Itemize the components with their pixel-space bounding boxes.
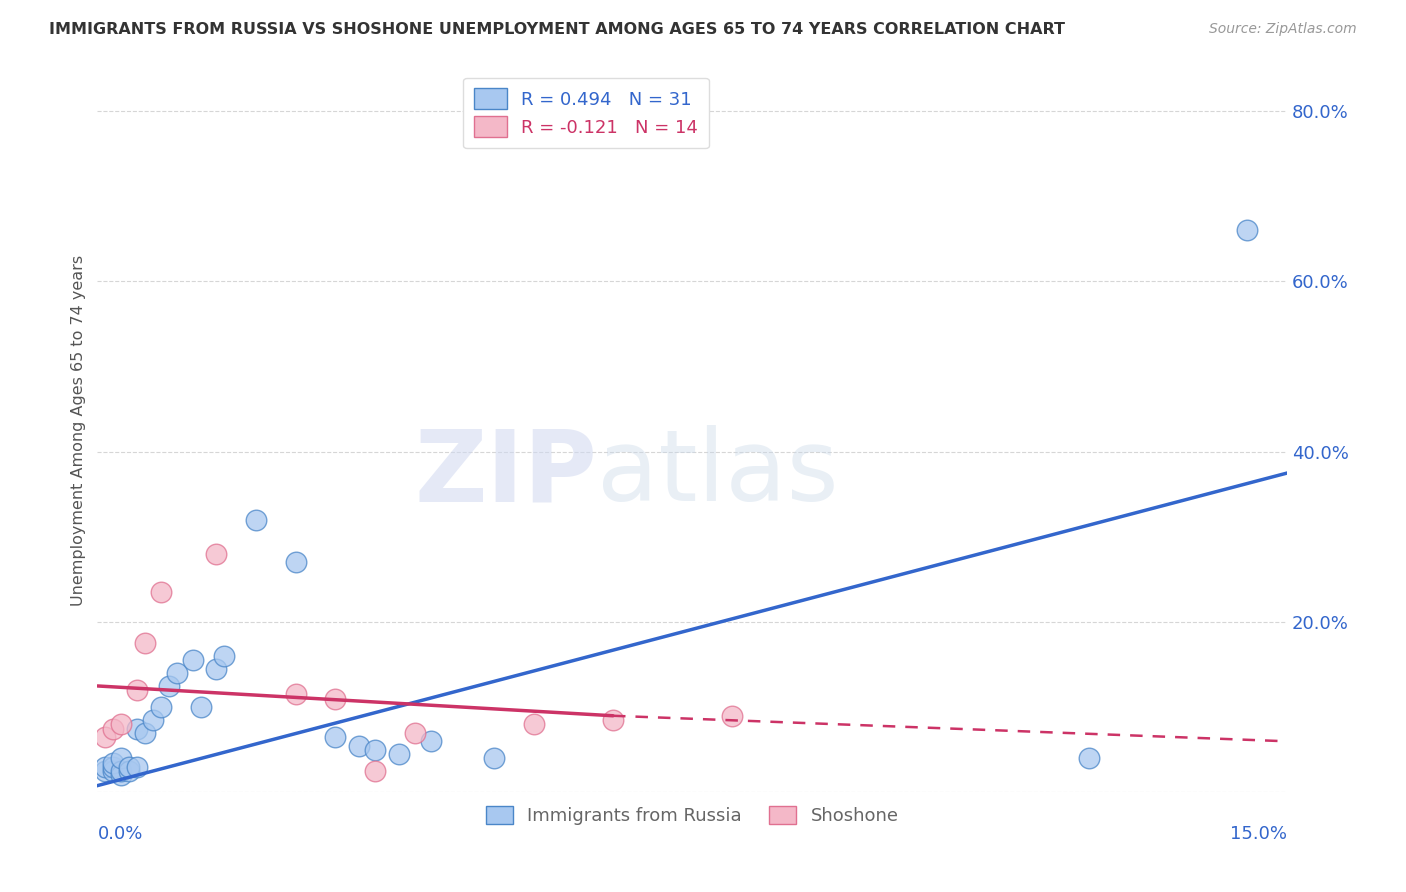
Point	[388, 747, 411, 761]
Text: atlas: atlas	[598, 425, 839, 523]
Point	[245, 513, 267, 527]
Point	[602, 713, 624, 727]
Text: ZIP: ZIP	[415, 425, 598, 523]
Point	[166, 666, 188, 681]
Point	[110, 764, 132, 778]
Point	[94, 730, 117, 744]
Point	[110, 751, 132, 765]
Point	[103, 764, 125, 778]
Point	[284, 688, 307, 702]
Point	[482, 751, 505, 765]
Point	[134, 726, 156, 740]
Point	[523, 717, 546, 731]
Point	[284, 556, 307, 570]
Point	[103, 756, 125, 770]
Text: 0.0%: 0.0%	[97, 825, 143, 843]
Point	[149, 585, 172, 599]
Point	[364, 764, 387, 778]
Point	[110, 768, 132, 782]
Point	[721, 708, 744, 723]
Point	[419, 734, 441, 748]
Point	[1236, 223, 1258, 237]
Text: 15.0%: 15.0%	[1230, 825, 1286, 843]
Point	[149, 700, 172, 714]
Point	[127, 722, 149, 736]
Point	[142, 713, 165, 727]
Text: IMMIGRANTS FROM RUSSIA VS SHOSHONE UNEMPLOYMENT AMONG AGES 65 TO 74 YEARS CORREL: IMMIGRANTS FROM RUSSIA VS SHOSHONE UNEMP…	[49, 22, 1066, 37]
Point	[103, 722, 125, 736]
Point	[110, 717, 132, 731]
Point	[205, 662, 228, 676]
Point	[1077, 751, 1099, 765]
Point	[127, 683, 149, 698]
Point	[325, 730, 347, 744]
Point	[118, 760, 141, 774]
Point	[364, 743, 387, 757]
Point	[347, 739, 370, 753]
Point	[94, 760, 117, 774]
Point	[157, 679, 180, 693]
Point	[127, 760, 149, 774]
Point	[181, 653, 204, 667]
Point	[103, 760, 125, 774]
Point	[118, 764, 141, 778]
Point	[325, 691, 347, 706]
Point	[404, 726, 426, 740]
Point	[94, 764, 117, 778]
Point	[134, 636, 156, 650]
Point	[205, 547, 228, 561]
Legend: Immigrants from Russia, Shoshone: Immigrants from Russia, Shoshone	[477, 797, 908, 834]
Point	[190, 700, 212, 714]
Y-axis label: Unemployment Among Ages 65 to 74 years: Unemployment Among Ages 65 to 74 years	[72, 255, 86, 606]
Point	[214, 649, 236, 664]
Text: Source: ZipAtlas.com: Source: ZipAtlas.com	[1209, 22, 1357, 37]
